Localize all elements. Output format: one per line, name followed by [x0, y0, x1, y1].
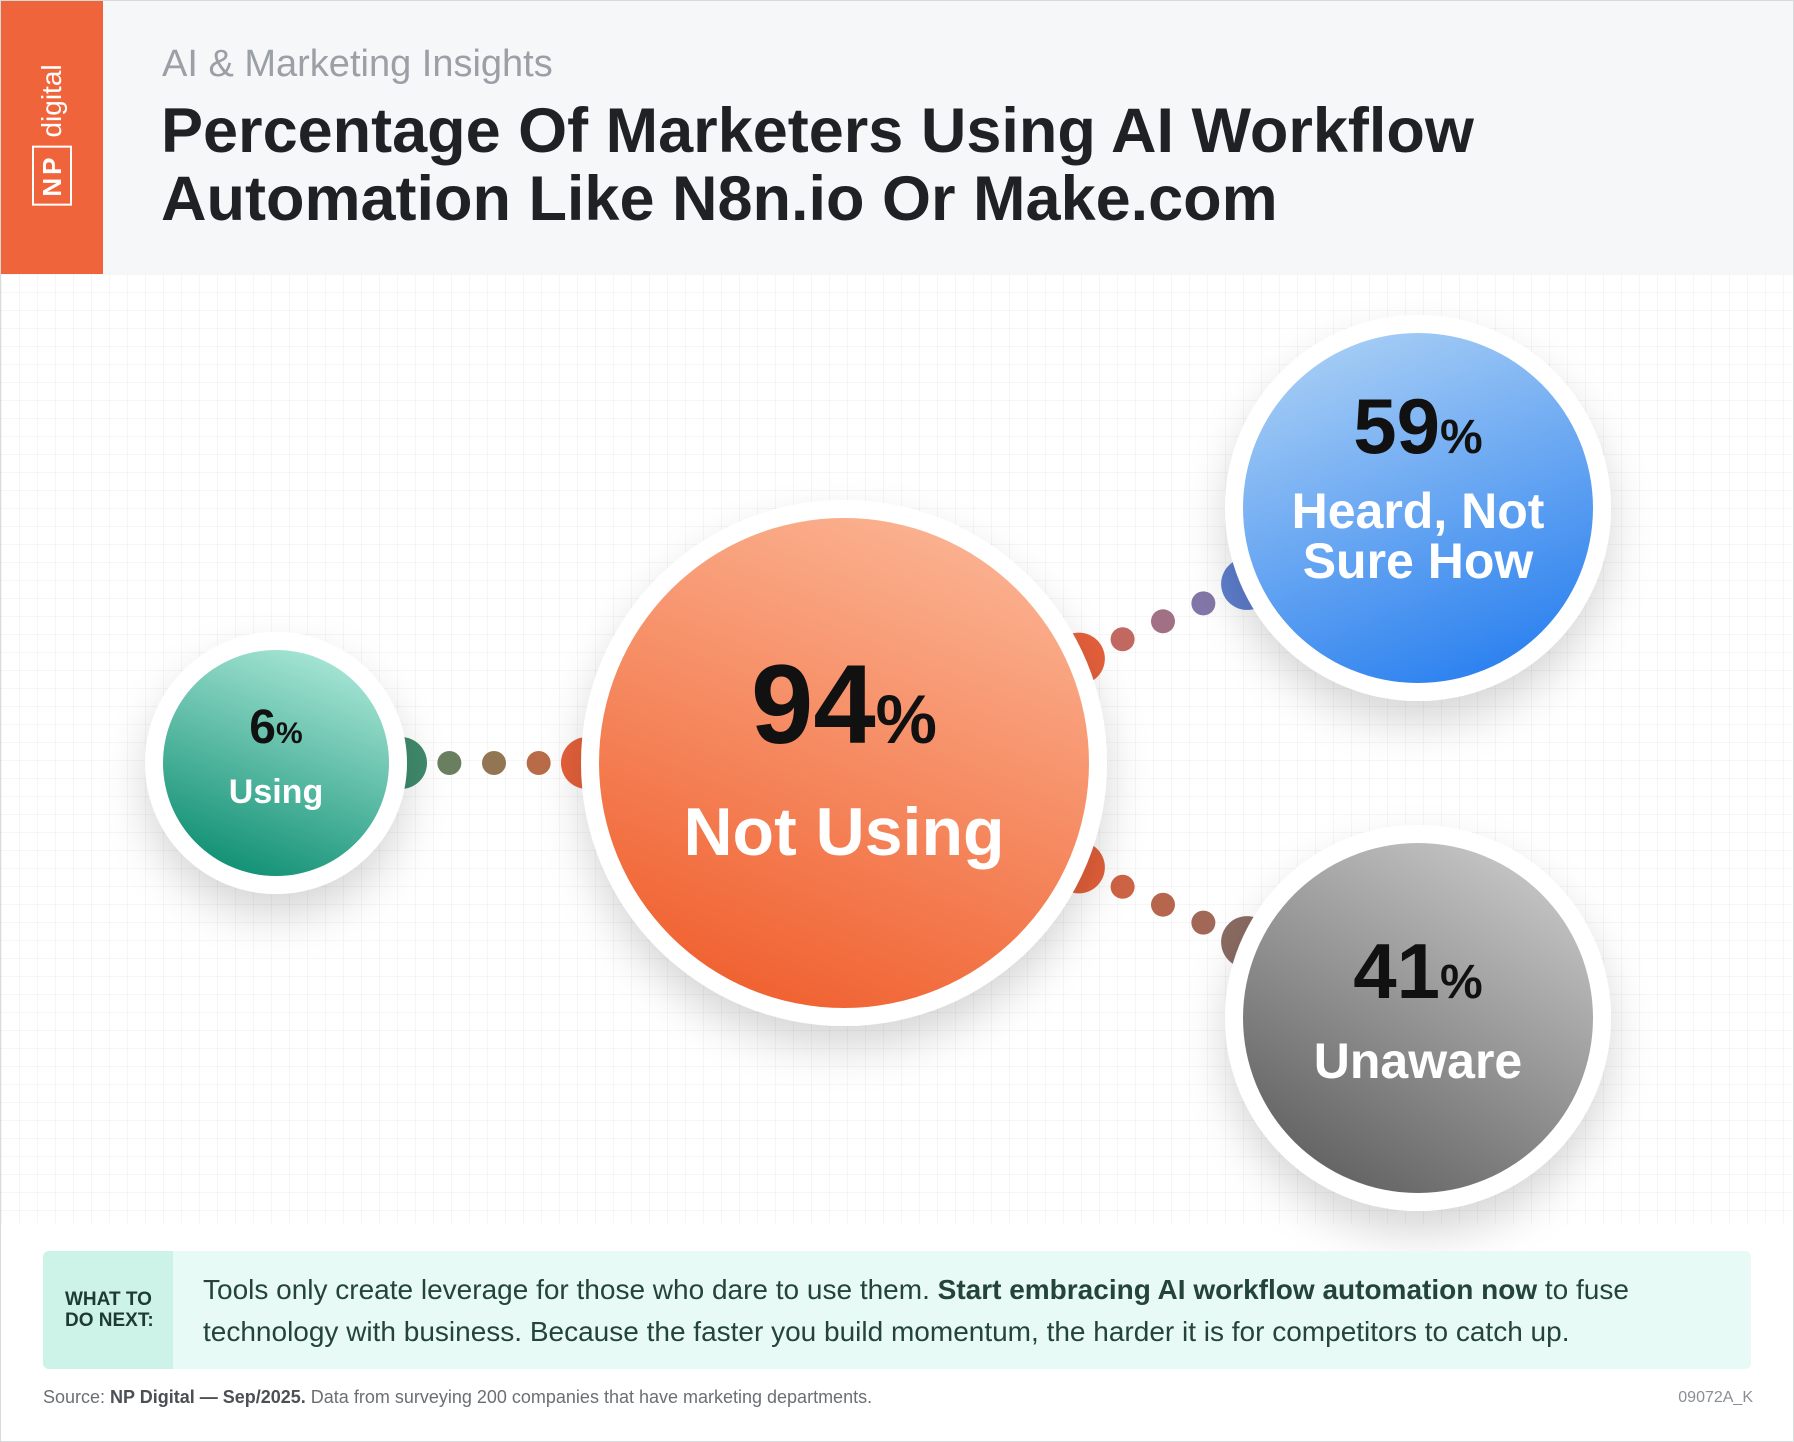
kicker: AI & Marketing Insights	[162, 43, 553, 85]
header: NP digital AI & Marketing Insights Perce…	[1, 1, 1793, 274]
bubble-not-using: 94% Not Using	[581, 500, 1107, 1026]
connector-dot	[482, 751, 506, 775]
bubble-disc	[1243, 333, 1593, 683]
connector-dot	[437, 751, 462, 775]
what-to-do-next-callout: WHAT TO DO NEXT: Tools only create lever…	[43, 1251, 1751, 1369]
bubble-label: Heard, Not	[1292, 483, 1545, 539]
brand-logo: NP digital	[1, 1, 103, 274]
callout-text-after: to fuse technology with business. Becaus…	[203, 1274, 1629, 1347]
bubble-value: 59%	[1353, 382, 1482, 470]
bubble-label: Not Using	[683, 794, 1004, 870]
callout-tag-label: WHAT TO DO NEXT:	[65, 1289, 154, 1331]
connector-dot	[1150, 609, 1175, 634]
bubble-disc	[599, 518, 1089, 1008]
callout-text-before: Tools only create leverage for those who…	[203, 1274, 938, 1305]
bubble-label: Using	[229, 773, 323, 811]
chart-title: Percentage Of Marketers Using AI Workflo…	[161, 96, 1474, 234]
bubble-value: 6%	[249, 701, 302, 754]
source-bold: NP Digital — Sep/2025.	[110, 1387, 306, 1407]
connector-dot	[1150, 892, 1175, 917]
bubble-value: 94%	[751, 642, 937, 767]
source-label: Source:	[43, 1387, 111, 1407]
bubble-unaware: 41% Unaware	[1225, 825, 1611, 1211]
callout-tag: WHAT TO DO NEXT:	[43, 1251, 173, 1369]
bubble-disc	[1243, 843, 1593, 1193]
bubble-using: 6% Using	[145, 632, 407, 894]
connector-dot	[1110, 874, 1135, 899]
connector-dot	[1191, 910, 1216, 935]
bubble-label: Unaware	[1314, 1033, 1522, 1089]
graphic-code: 09072A_K	[1678, 1389, 1753, 1406]
callout-text: Tools only create leverage for those who…	[203, 1269, 1723, 1353]
bubble-label: Sure How	[1303, 533, 1534, 589]
callout-text-bold: Start embracing AI workflow automation n…	[937, 1274, 1538, 1305]
source-note: Source: NP Digital — Sep/2025. Data from…	[43, 1387, 872, 1408]
bubble-value: 41%	[1353, 927, 1482, 1015]
source-text: Data from surveying 200 companies that h…	[305, 1387, 873, 1407]
connector-dot	[1110, 627, 1135, 652]
connector-dot	[1191, 591, 1216, 616]
connector-dot	[526, 751, 551, 775]
bubble-disc	[163, 650, 389, 876]
